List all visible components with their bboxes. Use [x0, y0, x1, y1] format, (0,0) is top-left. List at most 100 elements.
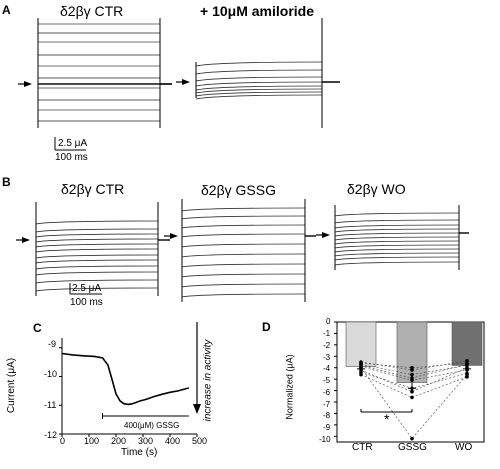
current-trace — [35, 279, 159, 284]
panel-d-xtick: WO — [455, 442, 473, 453]
cell-point — [410, 395, 414, 400]
current-time-series — [61, 352, 190, 406]
panel-c-ytick: -12 — [44, 430, 58, 440]
cell-point — [410, 376, 414, 380]
current-trace — [334, 212, 460, 217]
current-trace — [35, 254, 159, 259]
current-trace — [334, 228, 460, 233]
cell-point — [410, 389, 414, 394]
cell-point — [359, 372, 363, 377]
current-trace — [181, 207, 306, 212]
panel-c-annotation: increase in activity — [202, 339, 214, 422]
current-trace — [181, 263, 306, 268]
cell-point — [410, 372, 414, 377]
current-trace — [334, 232, 460, 237]
current-trace — [195, 76, 323, 82]
panel-c-gssg-label: 400(μM) GSSG — [124, 421, 180, 430]
panel-b-title-ctr: δ2βγ CTR — [61, 181, 125, 197]
panel-d-ytick: -4 — [323, 364, 331, 373]
paired-cell-line — [360, 362, 468, 369]
cell-point — [465, 371, 469, 376]
holding-current-arrow — [170, 233, 178, 239]
panel-c-xtick: 200 — [111, 436, 127, 446]
current-trace — [334, 219, 460, 224]
current-trace — [35, 233, 159, 238]
panel-c-ytick: -10 — [44, 369, 58, 379]
panel-a-scale-time: 100 ms — [55, 152, 88, 163]
panel-d-ytick: -1 — [323, 329, 331, 338]
panel-d-ytick: -2 — [323, 341, 331, 350]
current-trace — [195, 94, 323, 100]
panel-d-ytick: -3 — [323, 353, 331, 362]
current-trace — [181, 224, 306, 229]
cell-point — [359, 363, 363, 368]
current-trace — [35, 265, 159, 270]
panel-c-ytick: -11 — [44, 400, 57, 410]
current-trace — [334, 244, 460, 249]
panel-label-b: B — [2, 175, 11, 189]
current-trace — [181, 273, 306, 278]
current-trace — [195, 81, 323, 87]
holding-current-arrow — [22, 237, 30, 243]
panel-label-d: D — [262, 320, 271, 334]
current-trace — [35, 271, 159, 276]
cell-point — [465, 362, 469, 367]
current-trace — [181, 233, 306, 238]
panel-a-title-ctr: δ2βγ CTR — [60, 3, 124, 19]
panel-label-c: C — [33, 321, 42, 335]
current-trace — [334, 256, 460, 261]
current-trace — [35, 220, 159, 225]
current-trace — [334, 261, 460, 266]
current-trace — [181, 253, 306, 258]
panel-c-xtick: 400 — [165, 436, 181, 446]
current-trace — [35, 287, 159, 292]
current-trace — [334, 248, 460, 253]
significance-marker: * — [384, 411, 390, 427]
panel-label-a: A — [2, 3, 11, 17]
current-trace — [181, 283, 306, 288]
current-trace — [195, 91, 323, 97]
current-trace — [181, 243, 306, 248]
cell-point — [465, 375, 469, 379]
current-trace — [181, 293, 306, 298]
cell-point — [410, 436, 414, 441]
panel-d-xtick: CTR — [352, 442, 373, 453]
panel-a-traces — [18, 18, 340, 151]
panel-c-x-axis-label: Time (s) — [121, 447, 158, 458]
current-trace — [195, 69, 323, 75]
panel-d-ytick: 0 — [326, 317, 331, 326]
panel-c-xtick: 100 — [84, 436, 100, 446]
current-trace — [195, 85, 323, 91]
panel-b-title-wo: δ2βγ WO — [347, 181, 406, 197]
holding-current-arrow — [322, 232, 330, 238]
panel-a-scale-current: 2.5 μA — [58, 138, 88, 149]
current-trace — [35, 248, 159, 253]
bar-ctr — [345, 321, 377, 367]
panel-c-ytick: -9 — [48, 339, 57, 349]
increase-activity-arrowhead — [193, 404, 201, 414]
panel-b-title-gssg: δ2βγ GSSG — [201, 182, 276, 198]
current-trace — [334, 240, 460, 245]
panel-c-chart — [59, 322, 201, 437]
holding-current-arrow — [182, 79, 190, 85]
current-trace — [35, 238, 159, 243]
bar-wo — [451, 321, 483, 366]
current-trace — [334, 252, 460, 257]
panel-d-chart — [334, 321, 485, 443]
panel-d-ytick: -9 — [323, 423, 331, 432]
panel-d-ytick: -5 — [323, 376, 331, 385]
current-trace — [35, 259, 159, 264]
current-trace — [334, 236, 460, 241]
panel-b-scale-time: 100 ms — [70, 297, 103, 308]
panel-c-xtick: 500 — [192, 436, 208, 446]
panel-c-y-axis-label: Current (μA) — [6, 357, 18, 414]
current-trace — [334, 224, 460, 229]
panel-d-ytick: -8 — [323, 411, 331, 420]
current-trace — [35, 243, 159, 248]
cell-point — [465, 365, 469, 370]
current-trace — [195, 61, 323, 67]
panel-c-xtick: 300 — [138, 436, 154, 446]
panel-b-traces — [16, 199, 469, 302]
panel-b-scale-current: 2.5 μA — [72, 283, 102, 294]
panel-d-ytick: -10 — [319, 435, 331, 444]
